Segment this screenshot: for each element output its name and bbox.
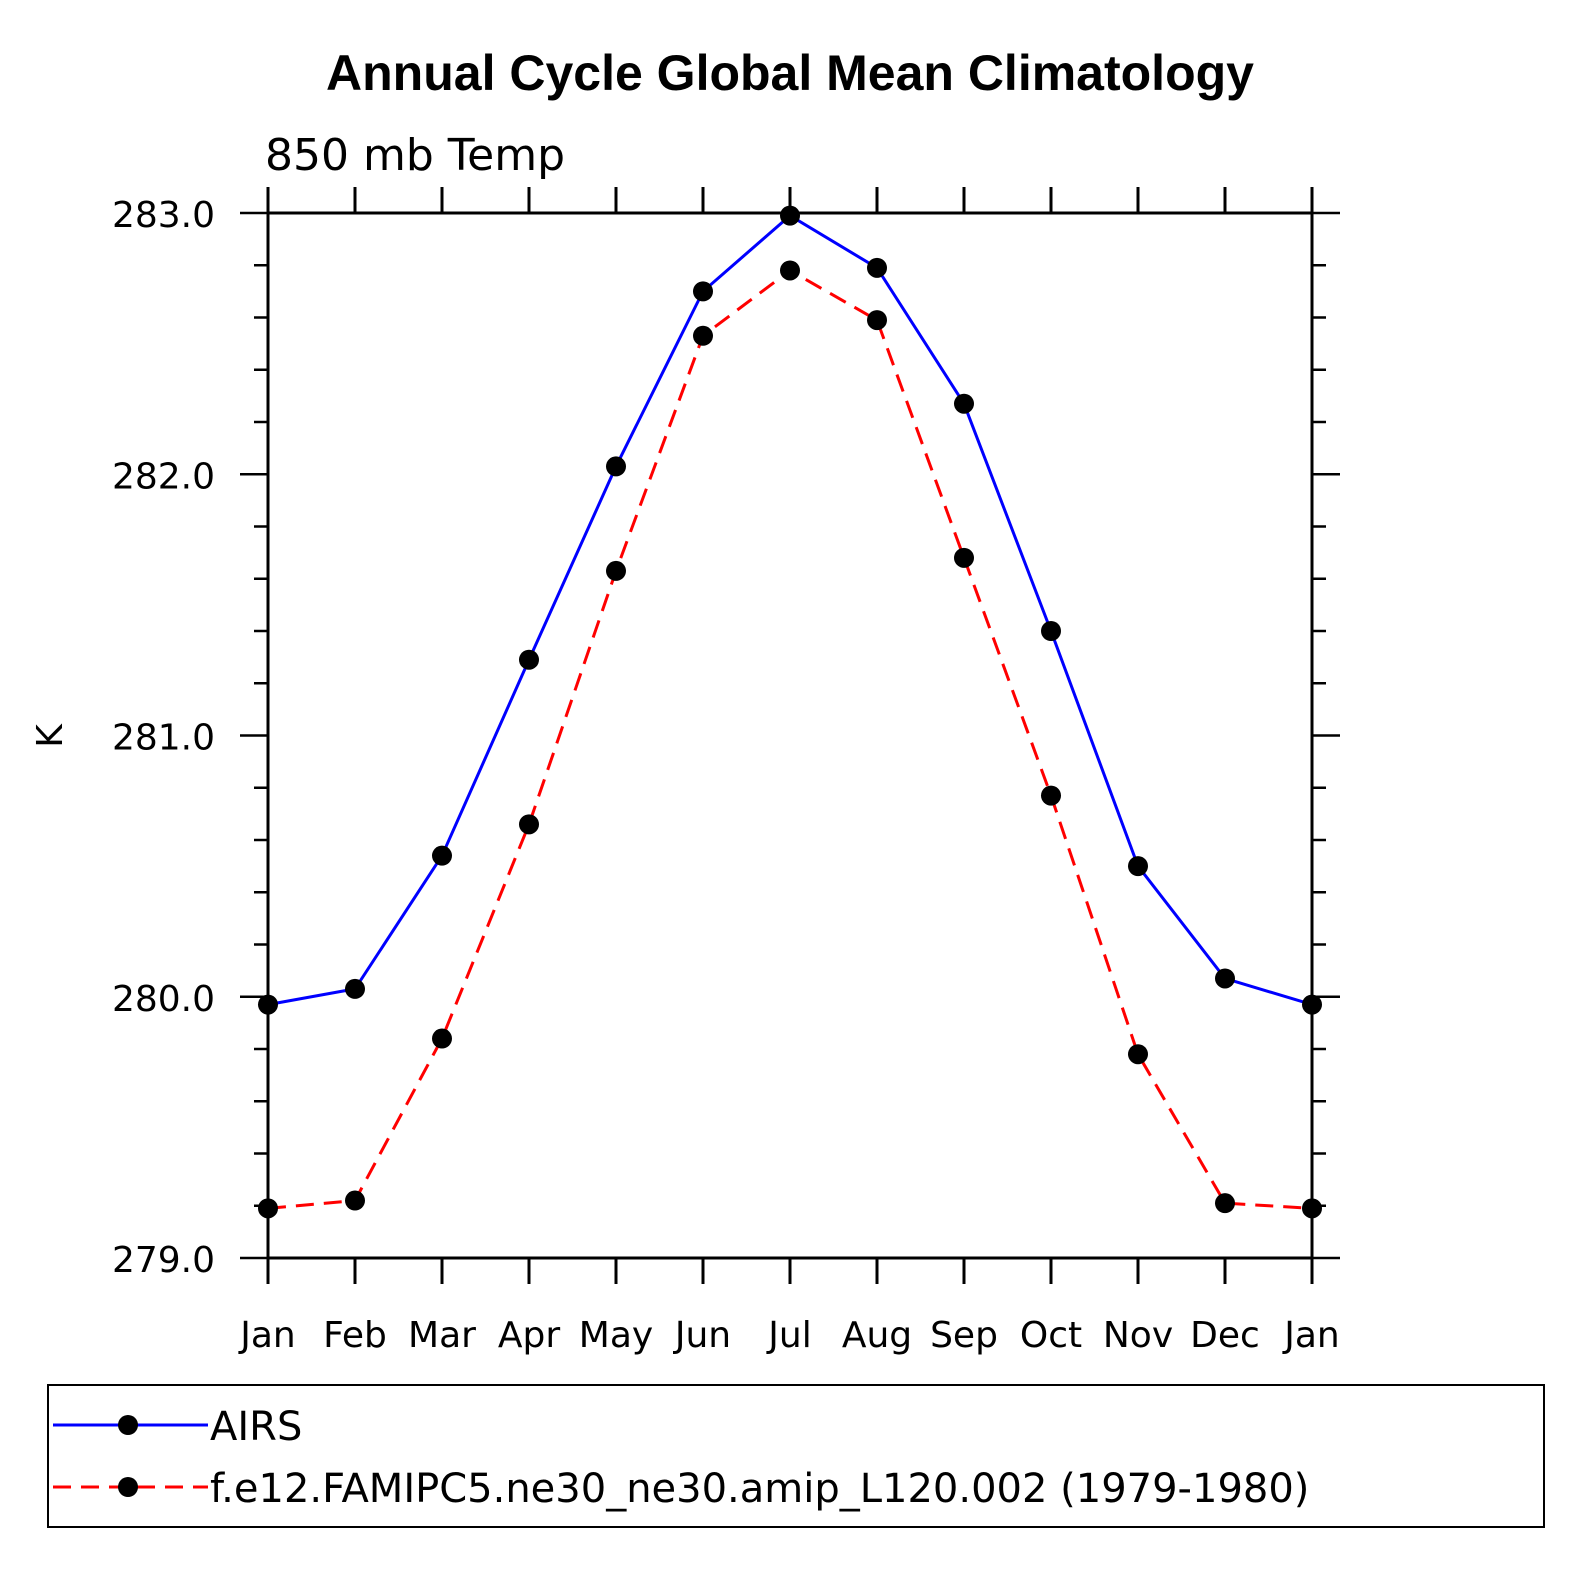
legend: AIRS f.e12.FAMIPC5.ne30_ne30.amip_L120.0…: [47, 1384, 1545, 1528]
legend-label-model: f.e12.FAMIPC5.ne30_ne30.amip_L120.002 (1…: [210, 1466, 1309, 1512]
x-tick-label: Oct: [1020, 1315, 1082, 1356]
series-1-point: [780, 260, 800, 281]
plot-frame: [266, 211, 1314, 1260]
series-1-point: [693, 325, 713, 346]
series-1-point: [1041, 785, 1061, 806]
legend-marker-model: [118, 1477, 138, 1497]
x-tick-label: Jun: [673, 1315, 731, 1356]
series-0-point: [867, 257, 887, 278]
y-tick-label: 283.0: [112, 195, 215, 236]
series-points: [258, 205, 1322, 1219]
x-tick-label: Sep: [930, 1315, 998, 1356]
legend-box: [47, 1384, 1545, 1528]
chart-subtitle: 850 mb Temp: [265, 130, 565, 181]
series-0-point: [432, 845, 452, 866]
x-tick-label: Jul: [766, 1315, 811, 1356]
x-tick-label: Jan: [238, 1315, 296, 1356]
series-1-point: [954, 547, 974, 568]
legend-label-airs: AIRS: [210, 1404, 302, 1450]
x-tick-labels: Jan Feb Mar Apr May Jun Jul Aug Sep Oct Nov Dec Jan: [238, 1315, 1340, 1356]
series-0-point: [345, 978, 365, 999]
series-1-point: [606, 560, 626, 581]
series-1-point: [258, 1198, 278, 1219]
y-tick-labels: 283.0 282.0 281.0 280.0 279.0: [112, 195, 215, 1281]
series-0-point: [1128, 856, 1148, 877]
series-lines: [267, 213, 1313, 1210]
x-tick-label: Feb: [323, 1315, 387, 1356]
series-0-point: [780, 205, 800, 226]
y-tick-label: 281.0: [112, 718, 215, 759]
y-axis-label: K: [30, 723, 71, 748]
y-tick-label: 282.0: [112, 456, 215, 497]
x-tick-label: Apr: [498, 1315, 560, 1356]
series-line-1: [267, 268, 1313, 1210]
axis-ticks: [240, 187, 1340, 1284]
series-0-point: [1041, 621, 1061, 641]
series-1-point: [345, 1190, 365, 1211]
series-line-0: [267, 213, 1313, 1007]
legend-marker-airs: [118, 1415, 138, 1435]
x-tick-label: Mar: [408, 1315, 476, 1356]
x-tick-label: Jan: [1282, 1315, 1340, 1356]
x-tick-label: Dec: [1190, 1315, 1260, 1356]
series-1-point: [1128, 1044, 1148, 1065]
y-tick-label: 279.0: [112, 1240, 215, 1281]
chart-title: Annual Cycle Global Mean Climatology: [326, 45, 1254, 101]
y-tick-label: 280.0: [112, 979, 215, 1020]
series-0-point: [258, 994, 278, 1015]
series-1-point: [867, 310, 887, 331]
series-1-point: [1215, 1193, 1235, 1214]
series-0-point: [1302, 994, 1322, 1015]
x-tick-label: Aug: [842, 1315, 912, 1356]
series-1-point: [519, 814, 539, 835]
x-tick-label: May: [579, 1315, 653, 1356]
series-0-point: [606, 456, 626, 477]
series-0-point: [1215, 968, 1235, 989]
series-0-point: [693, 281, 713, 302]
series-0-point: [519, 649, 539, 670]
x-tick-label: Nov: [1103, 1315, 1173, 1356]
series-1-point: [1302, 1198, 1322, 1219]
series-1-point: [432, 1028, 452, 1049]
series-0-point: [954, 393, 974, 414]
